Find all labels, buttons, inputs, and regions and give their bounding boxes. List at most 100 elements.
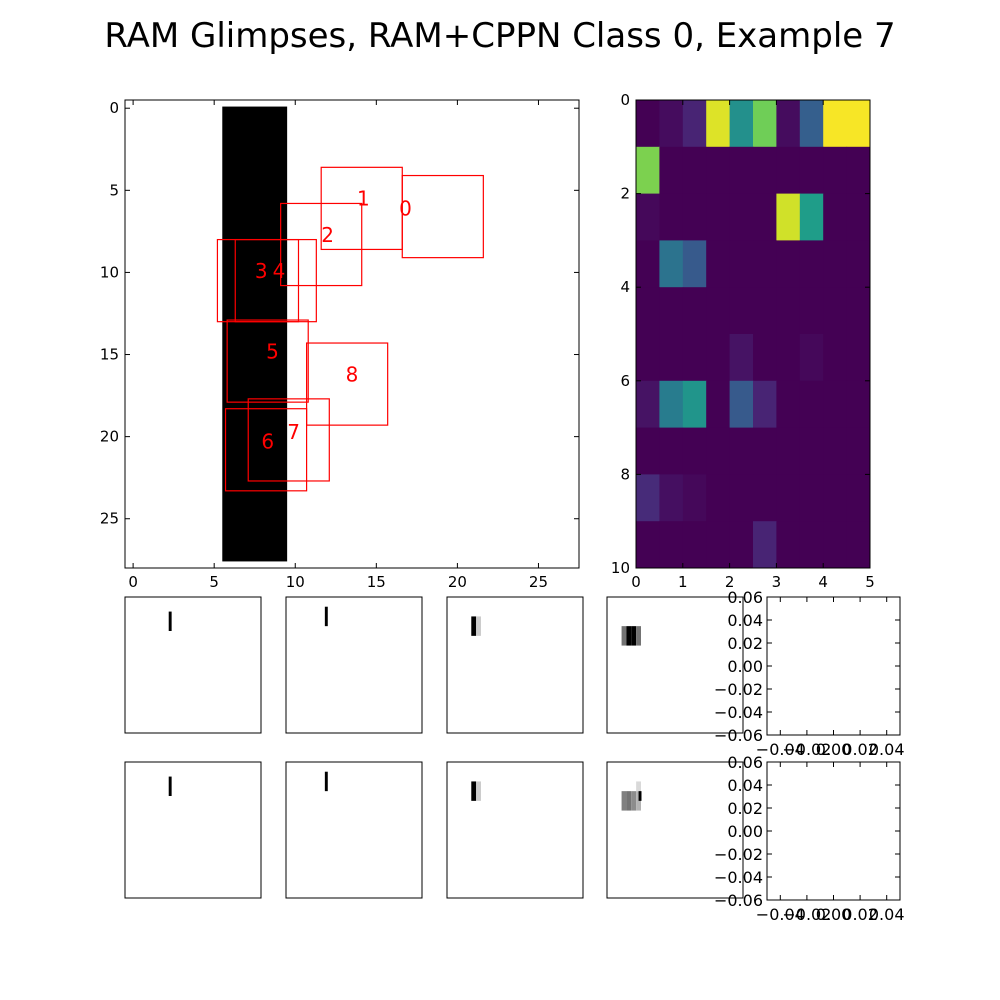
heatmap-cell (799, 427, 824, 475)
heatmap-cell (753, 287, 777, 335)
heatmap-cell (659, 100, 684, 148)
heatmap-cell (636, 474, 660, 522)
heatmap-cell (776, 146, 801, 195)
glimpse-label: 0 (399, 197, 412, 221)
heatmap-cell (753, 334, 777, 382)
empty-axes (766, 596, 901, 736)
heatmap-cell (776, 193, 801, 241)
glimpse-pixel (324, 771, 328, 792)
heatmap-cell (823, 334, 848, 382)
y-tick-label: −0.06 (714, 726, 763, 745)
x-tick-label: 2 (725, 573, 735, 591)
glimpse-pixel (636, 781, 641, 792)
glimpse-label: 4 (273, 259, 286, 283)
heatmap-cell (636, 521, 660, 569)
glimpse-panel-frame (285, 761, 423, 899)
y-tick-label: 0.06 (727, 588, 763, 607)
heatmap-cell (659, 287, 684, 335)
heatmap-cell (799, 287, 824, 335)
heatmap-cell (776, 427, 801, 475)
heatmap-cell (823, 287, 848, 335)
y-tick-label: 0.00 (727, 822, 763, 841)
glimpse-pixel (476, 781, 481, 801)
heatmap-cell (706, 240, 731, 288)
heatmap-cell (706, 193, 731, 241)
heatmap-cell (706, 380, 731, 429)
x-tick-label: 10 (286, 573, 305, 591)
x-tick-label: 4 (818, 573, 828, 591)
heatmap-cell (682, 521, 707, 569)
glimpse-panel-frame (606, 761, 744, 899)
heatmap-cell (799, 146, 824, 195)
x-tick-label: 5 (865, 573, 875, 591)
glimpse-pixel (621, 626, 627, 646)
glimpse-pixel (636, 626, 641, 646)
heatmap-cell (753, 146, 777, 195)
heatmap-cell (706, 474, 731, 522)
heatmap-cell (729, 380, 754, 429)
glimpse-pixel (631, 626, 637, 646)
y-tick-label: 25 (100, 510, 119, 528)
heatmap-cell (846, 240, 871, 288)
glimpse-panel (447, 762, 583, 898)
heatmap-cell (729, 146, 754, 195)
heatmap-cell (706, 146, 731, 195)
glimpse-box (224, 408, 308, 492)
x-tick-label: 20 (448, 573, 467, 591)
heatmap-cell (706, 427, 731, 475)
heatmap-cell (753, 193, 777, 241)
glimpse-pixel (631, 791, 637, 811)
heatmap-cell (682, 146, 707, 195)
heatmap-cell (823, 240, 848, 288)
digit-stroke (222, 106, 288, 562)
glimpse-label: 1 (357, 187, 370, 211)
heatmap-cell (636, 380, 660, 429)
glimpse-panel-frame (446, 596, 584, 734)
plot-background (125, 100, 579, 568)
heatmap-frame (635, 99, 871, 569)
glimpse-label: 8 (346, 362, 359, 386)
x-tick-label: 15 (367, 573, 386, 591)
y-tick-label: 0.02 (727, 799, 763, 818)
heatmap-cell (682, 380, 707, 429)
glimpse-row-2: 0.060.040.020.00−0.02−0.04−0.06−0.04−0.0… (124, 753, 905, 924)
glimpse-pixel (471, 616, 477, 636)
input-image-axes: 0 12 3 4 5 6 7 8 0 5 10 15 20 25 0 5 10 15 20 25 (100, 99, 580, 591)
x-tick-label: 3 (772, 573, 782, 591)
heatmap-cell (659, 380, 684, 429)
heatmap-cell (706, 287, 731, 335)
heatmap-cell (799, 380, 824, 429)
x-tick-label: 0.02 (842, 740, 878, 759)
x-tick-label: −0.04 (756, 905, 805, 924)
heatmap-cell (682, 474, 707, 522)
heatmap-cell (682, 427, 707, 475)
glimpse-panel-frame (446, 761, 584, 899)
heatmap-cell (846, 334, 871, 382)
glimpse-box (226, 319, 309, 403)
y-tick-label: 0.04 (727, 611, 763, 630)
glimpse-panel-frame (124, 596, 262, 734)
heatmap-cell (706, 521, 731, 569)
heatmap-cell (636, 193, 660, 241)
heatmap-cell (636, 100, 660, 148)
glimpse-pixel (626, 791, 632, 811)
heatmap-cell (682, 287, 707, 335)
x-tick-label: 1 (678, 573, 688, 591)
glimpse-pixel (621, 791, 627, 811)
y-tick-label: 0 (620, 91, 630, 109)
glimpse-row-1: 0.060.040.020.00−0.02−0.04−0.06−0.04−0.0… (124, 588, 905, 759)
x-tick-label: 5 (209, 573, 219, 591)
x-tick-label: 0.04 (869, 905, 905, 924)
heatmap-cell (799, 240, 824, 288)
y-tick-label: −0.02 (714, 680, 763, 699)
heatmap-cell (799, 474, 824, 522)
heatmap-cell (682, 193, 707, 241)
glimpse-pixel (168, 776, 172, 796)
figure-title: RAM Glimpses, RAM+CPPN Class 0, Example … (104, 16, 895, 56)
heatmap-cell (706, 100, 731, 148)
y-tick-label: 15 (100, 346, 119, 364)
heatmap-cell (706, 334, 731, 382)
heatmap-cell (846, 146, 871, 195)
x-tick-label: 0 (128, 573, 138, 591)
x-tick-label: −0.02 (782, 905, 831, 924)
